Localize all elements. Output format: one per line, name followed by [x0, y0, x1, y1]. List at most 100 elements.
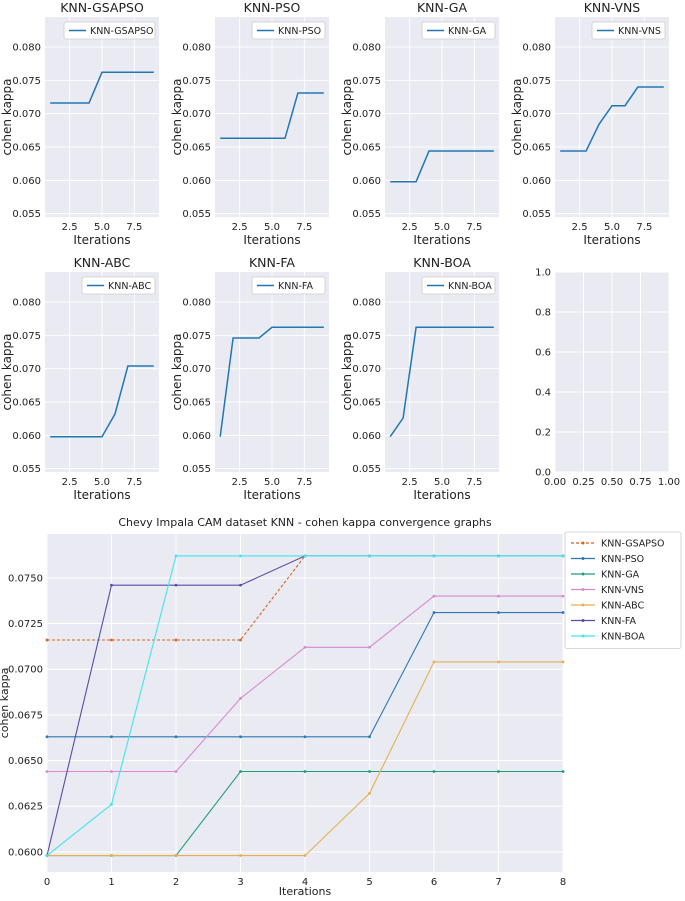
chart-title: KNN-FA [249, 255, 295, 270]
data-point [174, 638, 178, 642]
y-tick-label: 0.070 [352, 364, 381, 375]
data-point [110, 770, 113, 773]
y-tick-label: 0.0675 [8, 710, 43, 721]
y-axis-label: cohen kappa [340, 78, 354, 155]
y-tick-label: 0.065 [352, 398, 381, 409]
legend-marker [581, 588, 585, 591]
y-tick-label: 0.055 [522, 209, 551, 220]
y-tick-label: 0.055 [352, 464, 381, 475]
legend-marker [581, 603, 585, 607]
legend-label: KNN-GA [448, 26, 487, 37]
y-axis-label: cohen kappa [510, 78, 524, 155]
legend-label: KNN-GA [601, 570, 640, 581]
legend-label: KNN-PSO [278, 26, 321, 37]
data-point [110, 638, 113, 642]
data-point [45, 638, 49, 642]
y-tick-label: 0.065 [352, 143, 381, 154]
x-tick-label: 5.0 [94, 477, 110, 488]
data-point [174, 770, 178, 773]
data-point [432, 611, 436, 614]
y-tick-label: 0.070 [352, 109, 381, 120]
legend-marker [581, 557, 585, 560]
y-tick-label: 0.0750 [8, 573, 43, 584]
x-axis-label: Iterations [279, 885, 332, 898]
data-point [239, 770, 242, 773]
legend-box [421, 276, 496, 295]
chart-6: 2.5 5.0 7.5 0.055 0.060 0.065 0.070 0.075 0.080 K… [340, 255, 499, 502]
x-tick-label: 2.5 [62, 477, 78, 488]
x-axis-label: Iterations [243, 488, 300, 502]
x-tick-label: 2.5 [572, 222, 588, 233]
legend-box [63, 21, 156, 40]
data-point [561, 660, 565, 664]
x-tick-label: 7.5 [636, 222, 652, 233]
y-tick-label: 0.0 [535, 468, 551, 479]
data-point [174, 735, 178, 739]
data-point [303, 735, 307, 739]
series-line-knn-boa [389, 326, 494, 438]
chart-title: Chevy Impala CAM dataset KNN - cohen kap… [118, 516, 492, 529]
data-point [497, 554, 500, 558]
x-tick-label: 1.00 [658, 477, 680, 488]
data-point [239, 697, 242, 700]
y-tick-label: 0.075 [182, 76, 211, 87]
data-point [561, 554, 565, 558]
x-tick-label: 0.50 [601, 477, 623, 488]
data-point [239, 638, 242, 642]
y-tick-label: 0.8 [535, 308, 551, 319]
data-point [561, 770, 565, 773]
chart-1: 2.5 5.0 7.5 0.055 0.060 0.065 0.070 0.075 0.080 K… [170, 0, 329, 247]
y-tick-label: 0.0600 [8, 847, 43, 858]
x-tick-label: 2.5 [232, 477, 248, 488]
x-tick-label: 7.5 [126, 477, 142, 488]
data-point [497, 594, 500, 598]
series-line-knn-gsapso [50, 71, 154, 104]
x-tick-label: 5.0 [434, 477, 450, 488]
y-tick-label: 0.080 [182, 43, 211, 54]
data-point [45, 735, 49, 739]
x-tick-label: 5.0 [264, 477, 280, 488]
x-tick-label: 7.5 [296, 477, 312, 488]
x-tick-label: 7.5 [466, 477, 482, 488]
data-point [561, 594, 565, 598]
x-tick-label: 4 [302, 877, 308, 888]
data-point [174, 583, 178, 587]
data-point [45, 770, 49, 773]
legend-label: KNN-BOA [448, 281, 492, 292]
data-point [239, 854, 242, 857]
y-tick-label: 0.065 [522, 143, 551, 154]
data-point [432, 770, 436, 773]
chart-0: 2.5 5.0 7.5 0.055 0.060 0.065 0.070 0.075 0.080 K… [0, 0, 159, 247]
chart-8: 0 1 2 3 4 5 6 7 8 0.0600 0.0625 0.0650 0.0675 0.0700 0… [0, 516, 682, 898]
legend-marker [581, 541, 585, 545]
legend-label: KNN-VNS [601, 585, 644, 596]
series-line-knn-fa [219, 326, 324, 437]
legend-label: KNN-FA [601, 616, 636, 627]
y-tick-label: 0.080 [12, 298, 41, 309]
x-axis-label: Iterations [583, 233, 640, 247]
legend-label: KNN-PSO [601, 554, 644, 565]
x-tick-label: 5 [366, 877, 372, 888]
data-point [303, 770, 307, 773]
x-axis-label: Iterations [413, 488, 470, 502]
y-axis-label: cohen kappa [0, 333, 14, 410]
y-tick-label: 0.0700 [8, 665, 43, 676]
chart-4: 2.5 5.0 7.5 0.055 0.060 0.065 0.070 0.075 0.080 K… [0, 255, 159, 502]
data-point [239, 735, 242, 739]
data-point [368, 770, 371, 773]
x-tick-label: 2.5 [62, 222, 78, 233]
data-point [174, 854, 178, 857]
x-tick-label: 5.0 [434, 222, 450, 233]
data-point [174, 554, 178, 558]
y-tick-label: 0.060 [12, 176, 41, 187]
legend-box [591, 21, 666, 40]
data-point [497, 611, 500, 614]
y-tick-label: 0.070 [182, 109, 211, 120]
chart-title: KNN-GSAPSO [60, 0, 144, 15]
x-axis-label: Iterations [413, 233, 470, 247]
x-tick-label: 2.5 [402, 477, 418, 488]
data-point [239, 583, 242, 587]
chart-title: KNN-GA [417, 0, 468, 15]
data-point [368, 735, 371, 739]
y-tick-label: 0.055 [12, 464, 41, 475]
